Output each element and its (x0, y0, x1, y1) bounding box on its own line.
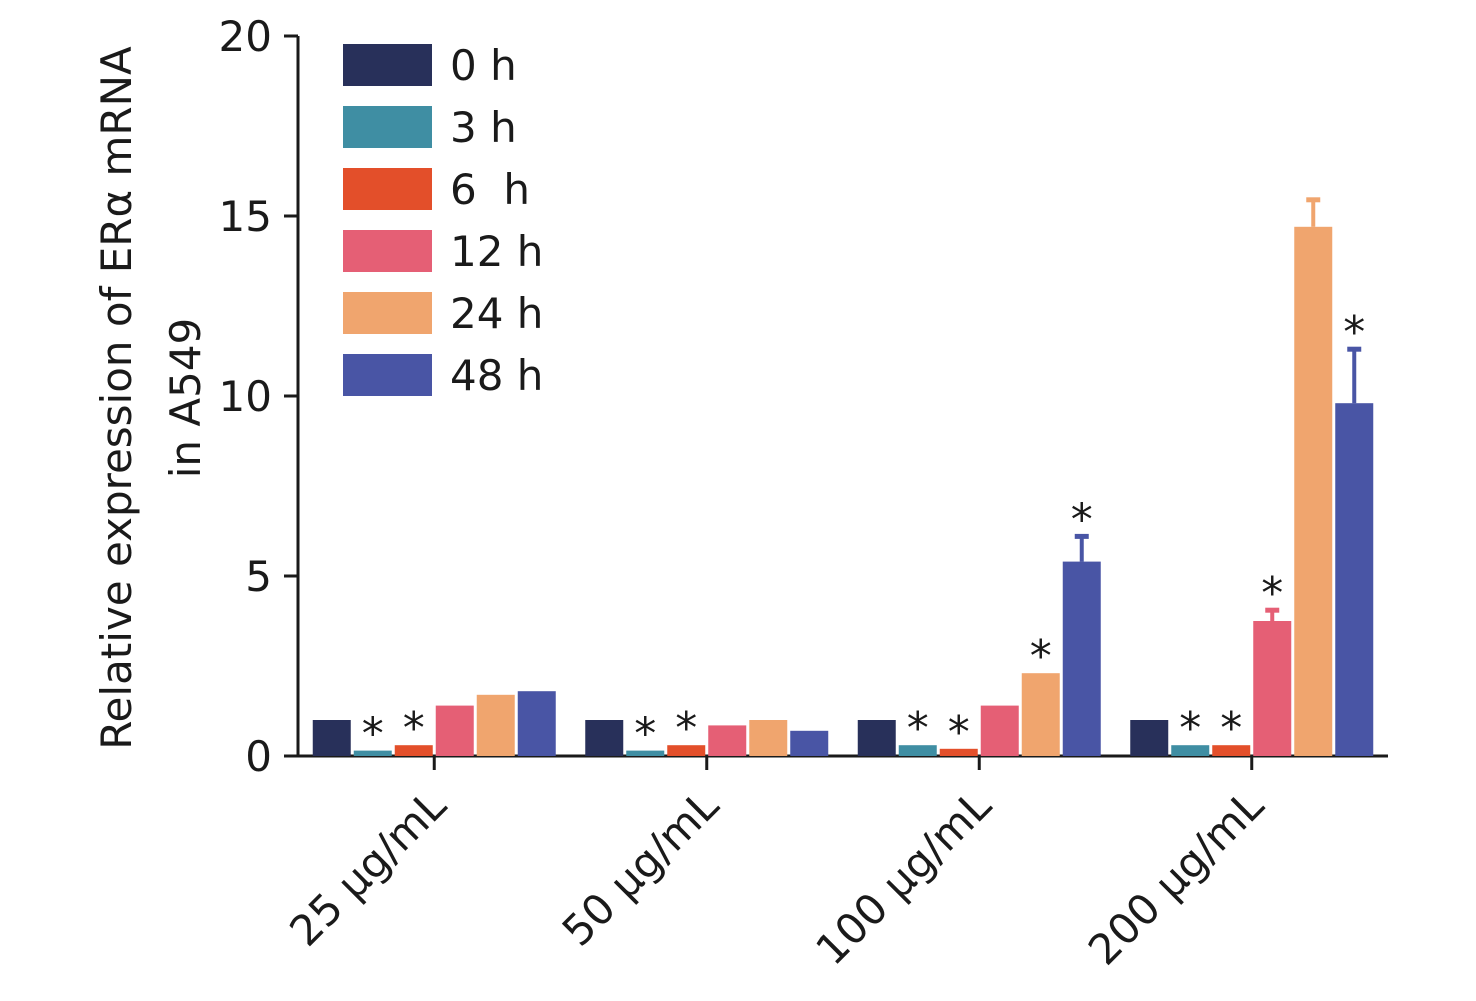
bar (1335, 403, 1374, 756)
y-tick-label: 5 (245, 552, 272, 601)
bar (1021, 673, 1060, 756)
significance-star: * (362, 709, 384, 760)
y-tick-label: 20 (219, 12, 272, 61)
y-axis-title-line-2: in A549 (161, 318, 210, 479)
legend-swatch (343, 168, 432, 210)
x-ticks: 25 μg/mL 50 μg/mL 100 μg/mL 200 μg/mL (280, 756, 1273, 974)
bar (312, 720, 351, 756)
x-axis: 25 μg/mL 50 μg/mL 100 μg/mL 200 μg/mL (280, 754, 1388, 974)
bar (667, 745, 706, 756)
bar (1294, 226, 1333, 757)
legend: 0 h 3 h 6 h 12 h 24 h 48 h (343, 41, 543, 400)
legend-swatch (343, 44, 432, 86)
legend-label: 12 h (450, 227, 543, 276)
significance-star: * (1261, 568, 1283, 619)
significance-star: * (1179, 703, 1201, 754)
significance-star: * (675, 703, 697, 754)
y-axis: 0 5 10 15 20 (219, 12, 300, 781)
legend-label: 3 h (450, 103, 517, 152)
bar (1130, 720, 1169, 756)
y-tick-label: 0 (245, 732, 272, 781)
bar (476, 694, 515, 756)
legend-label: 6 h (450, 165, 530, 214)
category-label: 200 μg/mL (1079, 780, 1273, 974)
category-label: 50 μg/mL (553, 780, 729, 956)
legend-swatch (343, 106, 432, 148)
bar (1212, 745, 1251, 756)
bar (585, 720, 624, 756)
legend-swatch (343, 292, 432, 334)
significance-star: * (1071, 494, 1093, 545)
legend-label: 48 h (450, 351, 543, 400)
bar (1062, 561, 1101, 756)
y-tick-label: 10 (219, 372, 272, 421)
y-axis-title-line-1: Relative expression of ERα mRNA (92, 46, 141, 750)
significance-star: * (634, 709, 656, 760)
significance-star: * (948, 707, 970, 758)
bar (898, 745, 937, 756)
bar (1253, 621, 1292, 756)
significance-star: * (907, 703, 929, 754)
bar (1171, 745, 1210, 756)
y-ticks: 0 5 10 15 20 (219, 12, 298, 781)
significance-star: * (1030, 631, 1052, 682)
bar (980, 705, 1019, 756)
bars: * * * * * * * * * * * * (312, 197, 1374, 760)
y-tick-label: 15 (219, 192, 272, 241)
bar (517, 691, 556, 756)
bar (857, 720, 896, 756)
legend-label: 24 h (450, 289, 543, 338)
bar (394, 745, 433, 756)
legend-swatch (343, 354, 432, 396)
y-axis-title: Relative expression of ERα mRNA in A549 (92, 46, 210, 750)
significance-star: * (1220, 703, 1242, 754)
bar (790, 730, 829, 756)
bar (939, 748, 978, 756)
significance-star: * (403, 703, 425, 754)
legend-swatch (343, 230, 432, 272)
legend-label: 0 h (450, 41, 517, 90)
bar (353, 750, 392, 756)
bar (749, 720, 788, 756)
bar (626, 750, 665, 756)
bar (435, 705, 474, 756)
significance-star: * (1343, 307, 1365, 358)
bar (708, 725, 747, 756)
category-label: 25 μg/mL (280, 780, 456, 956)
category-label: 100 μg/mL (806, 780, 1000, 974)
